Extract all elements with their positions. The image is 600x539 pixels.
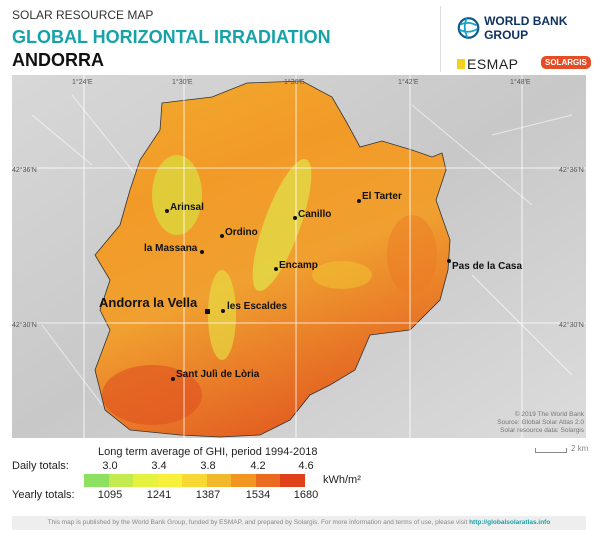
yearly-tick: 1680 — [293, 489, 319, 501]
footer: This map is published by the World Bank … — [12, 516, 586, 530]
daily-tick: 4.6 — [298, 460, 314, 472]
color-swatch — [206, 474, 231, 487]
town-les-escaldes[interactable]: les Escaldes — [227, 301, 287, 312]
attribution-line: Source: Global Solar Atlas 2.0 — [497, 419, 584, 426]
pretitle: SOLAR RESOURCE MAP — [12, 8, 154, 22]
unit-label: kWh/m² — [323, 474, 361, 486]
color-swatch — [133, 474, 158, 487]
map-canvas[interactable]: 1°24'E 1°30'E 1°36'E 1°42'E 1°48'E 42°36… — [12, 75, 586, 438]
yearly-tick: 1534 — [245, 489, 271, 501]
graticule — [12, 75, 586, 438]
yearly-tick: 1095 — [97, 489, 123, 501]
town-ordino[interactable]: Ordino — [225, 227, 258, 238]
color-swatch — [255, 474, 280, 487]
color-swatch — [231, 474, 256, 487]
daily-tick: 3.8 — [200, 460, 216, 472]
yearly-tick: 1241 — [146, 489, 172, 501]
towns: Arinsal Ordino Canillo El Tarter la Mass… — [99, 191, 522, 381]
latitude-labels: 42°36'N 42°36'N 42°30'N 42°30'N — [12, 166, 584, 329]
lat-label: 42°36'N — [559, 166, 584, 174]
map-title: GLOBAL HORIZONTAL IRRADIATION — [12, 27, 331, 47]
town-sant-julia[interactable]: Sant Julì de Lòria — [176, 369, 260, 380]
lon-label: 1°30'E — [172, 78, 193, 86]
globe-icon — [457, 17, 480, 39]
scale-bar: 2 km — [535, 444, 588, 453]
longitude-labels: 1°24'E 1°30'E 1°36'E 1°42'E 1°48'E — [72, 78, 531, 86]
lon-label: 1°42'E — [398, 78, 419, 86]
daily-tick: 3.4 — [151, 460, 167, 472]
solargis-logo: SOLARGIS — [541, 56, 591, 69]
ghi-raster — [95, 81, 450, 437]
esmap-logo: ESMAP — [457, 56, 519, 72]
yearly-totals-label: Yearly totals: — [12, 489, 75, 501]
town-pas-de-la-casa[interactable]: Pas de la Casa — [452, 261, 522, 272]
town-arinsal[interactable]: Arinsal — [170, 202, 204, 213]
daily-totals-label: Daily totals: — [12, 460, 69, 472]
legend-title: Long term average of GHI, period 1994-20… — [98, 446, 318, 458]
attribution-line: Solar resource data: Solargis — [500, 427, 584, 434]
color-scale — [84, 474, 305, 487]
color-swatch — [108, 474, 133, 487]
footer-text: This map is published by the World Bank … — [47, 519, 470, 526]
lon-label: 1°48'E — [510, 78, 531, 86]
attribution-line: © 2019 The World Bank — [514, 411, 584, 418]
town-andorra-la-vella[interactable]: Andorra la Vella — [99, 295, 198, 310]
lat-label: 42°30'N — [12, 321, 37, 329]
lon-label: 1°24'E — [72, 78, 93, 86]
divider — [440, 6, 441, 72]
esmap-logo-text: ESMAP — [467, 56, 519, 72]
world-bank-logo: WORLD BANK GROUP — [457, 14, 600, 42]
yearly-tick: 1387 — [195, 489, 221, 501]
town-canillo[interactable]: Canillo — [298, 209, 331, 220]
town-encamp[interactable]: Encamp — [279, 260, 318, 271]
globalsolaratlas-link[interactable]: http://globalsolaratlas.info — [469, 519, 551, 526]
daily-tick: 4.2 — [250, 460, 266, 472]
daily-tick: 3.0 — [102, 460, 118, 472]
color-swatch — [280, 474, 305, 487]
color-swatch — [84, 474, 109, 487]
scale-label: 2 km — [571, 444, 589, 453]
lat-label: 42°30'N — [559, 321, 584, 329]
lon-label: 1°36'E — [284, 78, 305, 86]
lat-label: 42°36'N — [12, 166, 37, 174]
color-swatch — [182, 474, 207, 487]
color-swatch — [157, 474, 182, 487]
country-name: ANDORRA — [12, 50, 104, 70]
town-el-tarter[interactable]: El Tarter — [362, 191, 402, 202]
wbg-logo-text: WORLD BANK GROUP — [484, 14, 568, 42]
town-la-massana[interactable]: la Massana — [144, 243, 198, 254]
